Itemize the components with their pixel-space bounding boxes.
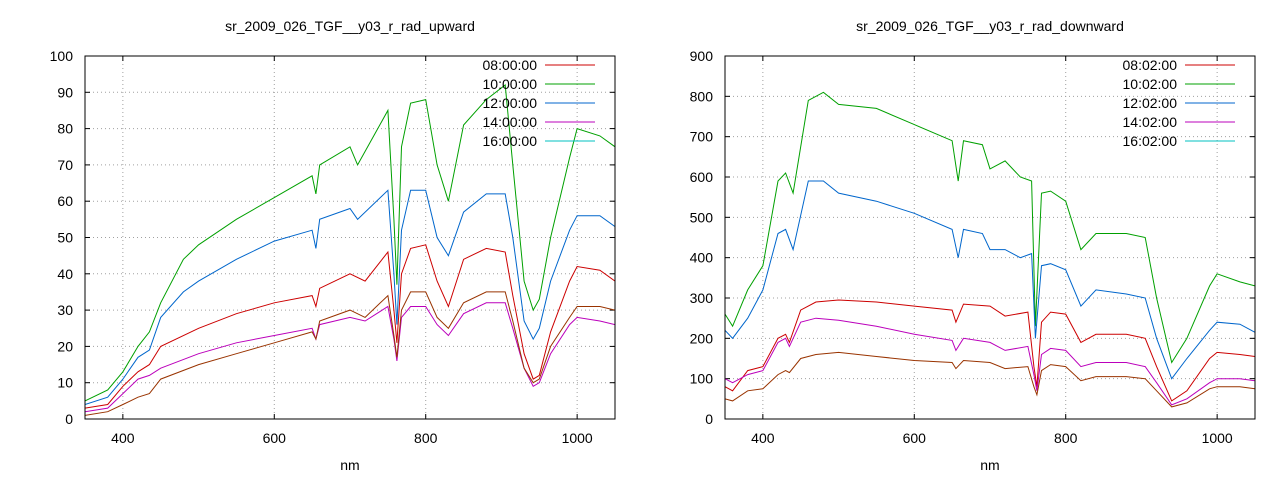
legend-label: 08:00:00 xyxy=(483,57,538,73)
x-axis-label: nm xyxy=(980,457,999,473)
y-tick-label: 90 xyxy=(57,84,73,100)
chart-downward-svg: sr_2009_026_TGF__y03_r_rad_downward 0 100 2… xyxy=(690,18,1256,473)
series-line xyxy=(725,91,1255,364)
legend-label: 10:00:00 xyxy=(483,76,538,92)
chart-upward-svg: sr_2009_026_TGF__y03_r_rad_upward 0 10 20 30… xyxy=(50,18,616,473)
x-tick-label: 400 xyxy=(111,430,135,446)
y-tick-label: 70 xyxy=(57,157,73,173)
x-axis-label: nm xyxy=(340,457,359,473)
y-tick-label: 800 xyxy=(690,88,714,104)
y-tick-label: 0 xyxy=(705,411,713,427)
x-tick-label: 1000 xyxy=(562,430,593,446)
y-tick-label: 20 xyxy=(57,338,73,354)
legend-label: 16:02:00 xyxy=(1123,133,1178,149)
y-tick-label: 80 xyxy=(57,121,73,137)
series-line xyxy=(85,84,615,402)
x-tick-label: 600 xyxy=(263,430,287,446)
series-line xyxy=(725,180,1255,380)
y-tick-label: 100 xyxy=(690,371,714,387)
legend-label: 10:02:00 xyxy=(1123,76,1178,92)
series-line xyxy=(85,189,615,405)
chart-upward: sr_2009_026_TGF__y03_r_rad_upward 0 10 20 30… xyxy=(0,0,640,480)
y-tick-label: 60 xyxy=(57,193,73,209)
x-tick-label: 600 xyxy=(903,430,927,446)
series-line xyxy=(725,317,1255,406)
chart-title: sr_2009_026_TGF__y03_r_rad_downward xyxy=(856,18,1124,34)
legend-label: 08:02:00 xyxy=(1123,57,1178,73)
y-tick-label: 400 xyxy=(690,250,714,266)
y-tick-label: 900 xyxy=(690,48,714,64)
x-tick-label: 1000 xyxy=(1202,430,1233,446)
series-group xyxy=(725,91,1255,408)
y-tick-label: 200 xyxy=(690,330,714,346)
chart-title: sr_2009_026_TGF__y03_r_rad_upward xyxy=(225,18,475,34)
chart-downward: sr_2009_026_TGF__y03_r_rad_downward 0 100 2… xyxy=(640,0,1280,480)
y-tick-label: 100 xyxy=(50,48,74,64)
y-tick-label: 50 xyxy=(57,230,73,246)
x-tick-label: 400 xyxy=(751,430,775,446)
y-tick-label: 700 xyxy=(690,129,714,145)
series-line xyxy=(85,302,615,413)
legend-label: 12:02:00 xyxy=(1123,95,1178,111)
legend-label: 12:00:00 xyxy=(483,95,538,111)
y-tick-label: 300 xyxy=(690,290,714,306)
y-tick-label: 40 xyxy=(57,266,73,282)
series-line xyxy=(725,299,1255,402)
plot-frame xyxy=(724,55,1256,420)
series-line xyxy=(85,244,615,409)
x-tick-label: 800 xyxy=(414,430,438,446)
legend-label: 14:02:00 xyxy=(1123,114,1178,130)
y-tick-label: 500 xyxy=(690,209,714,225)
series-line xyxy=(725,351,1255,408)
x-tick-label: 800 xyxy=(1054,430,1078,446)
legend-label: 16:00:00 xyxy=(483,133,538,149)
y-tick-label: 10 xyxy=(57,375,73,391)
series-group xyxy=(85,84,615,416)
plot-frame xyxy=(84,55,616,420)
y-tick-label: 600 xyxy=(690,169,714,185)
series-line xyxy=(85,291,615,416)
y-tick-label: 30 xyxy=(57,302,73,318)
y-tick-label: 0 xyxy=(65,411,73,427)
legend-label: 14:00:00 xyxy=(483,114,538,130)
